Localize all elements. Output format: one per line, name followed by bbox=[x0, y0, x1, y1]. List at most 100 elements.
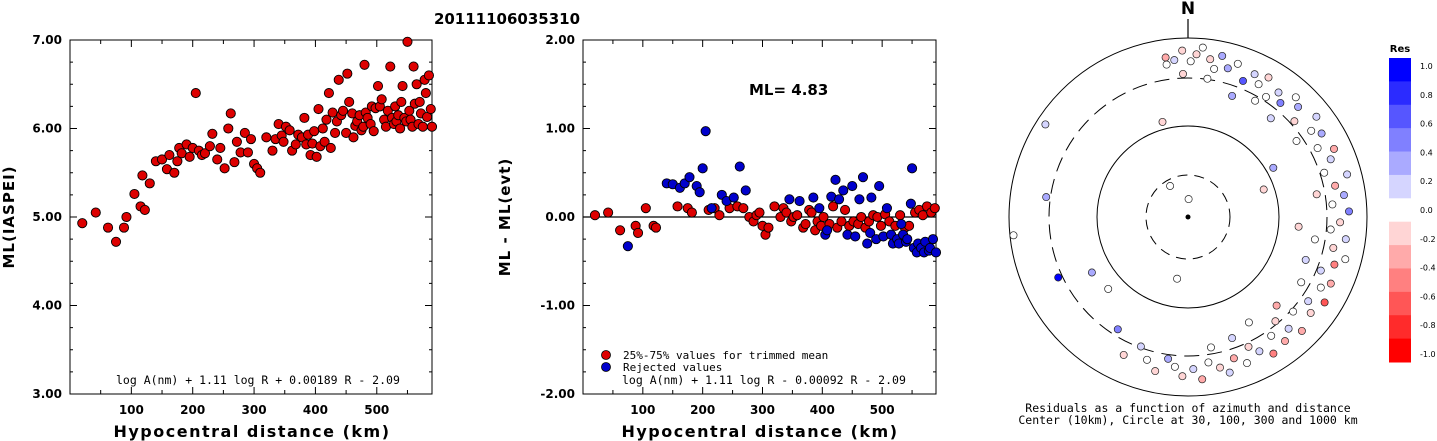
station-point bbox=[1164, 354, 1173, 363]
data-point bbox=[806, 207, 817, 218]
data-point bbox=[225, 108, 236, 119]
station-point bbox=[1173, 274, 1182, 283]
station-point bbox=[1341, 235, 1350, 244]
y-axis-label: ML(IASPEI) bbox=[0, 165, 18, 268]
data-point bbox=[862, 238, 873, 249]
data-point bbox=[792, 210, 803, 221]
data-point bbox=[348, 132, 359, 143]
data-point bbox=[396, 96, 407, 107]
data-point bbox=[822, 225, 833, 236]
station-point bbox=[1042, 193, 1051, 202]
data-point bbox=[856, 211, 867, 223]
station-point bbox=[1009, 231, 1018, 240]
colorbar-tick-label: -0.4 bbox=[1420, 264, 1436, 273]
data-point bbox=[267, 145, 278, 156]
residual-colorbar: Res 1.0 0.8 0.6 0.4 0.2 0.0 -0.2 -0.4 -0.6 -0.8 -1… bbox=[1389, 44, 1436, 363]
data-point bbox=[261, 132, 272, 143]
data-point bbox=[603, 207, 614, 218]
data-point bbox=[694, 187, 705, 198]
data-point bbox=[589, 210, 601, 221]
formula-label: log A(nm) + 1.11 log R - 0.00092 R - 2.0… bbox=[622, 373, 906, 387]
station-point bbox=[1136, 342, 1145, 351]
station-point bbox=[1223, 64, 1232, 73]
data-point bbox=[425, 103, 436, 115]
data-point bbox=[102, 222, 114, 233]
ml-annotation: ML= 4.83 bbox=[749, 81, 828, 99]
colorbar-block bbox=[1389, 291, 1411, 316]
data-point bbox=[137, 170, 148, 181]
station-point bbox=[1170, 362, 1179, 371]
x-tick-label: 400 bbox=[303, 403, 328, 417]
data-point bbox=[164, 149, 175, 161]
y-tick-label: 3.00 bbox=[32, 387, 62, 401]
data-point bbox=[763, 222, 774, 233]
colorbar-block bbox=[1389, 128, 1411, 153]
data-point bbox=[930, 247, 942, 258]
station-point bbox=[1316, 266, 1325, 275]
station-point bbox=[1306, 308, 1315, 317]
colorbar-block bbox=[1389, 81, 1411, 106]
data-point bbox=[341, 127, 352, 138]
station-point bbox=[1326, 225, 1335, 234]
station-point bbox=[1301, 255, 1310, 264]
x-tick-label: 500 bbox=[870, 403, 895, 417]
station-point bbox=[1264, 73, 1273, 82]
residual-vs-distance-panel: Hypocentral distance (km) ML - ML(evt) M… bbox=[496, 33, 942, 441]
data-point bbox=[426, 121, 438, 132]
data-point bbox=[769, 201, 780, 212]
data-point bbox=[907, 163, 918, 174]
data-point bbox=[697, 163, 708, 174]
data-point bbox=[411, 79, 422, 90]
data-point bbox=[212, 154, 223, 165]
station-point bbox=[1255, 347, 1264, 356]
data-point bbox=[927, 234, 939, 245]
station-point bbox=[1143, 355, 1151, 364]
station-point bbox=[1178, 372, 1187, 381]
north-label: N bbox=[1181, 0, 1195, 19]
x-tick-label: 100 bbox=[630, 403, 655, 417]
station-point bbox=[1189, 365, 1198, 374]
station-point bbox=[1184, 195, 1193, 204]
station-point bbox=[1251, 96, 1260, 105]
y-tick-label: 0.00 bbox=[545, 210, 575, 224]
y-tick-label: 2.00 bbox=[545, 33, 575, 47]
station-point bbox=[1170, 56, 1179, 65]
station-point bbox=[1239, 76, 1247, 85]
data-point bbox=[828, 201, 839, 212]
data-point bbox=[395, 123, 406, 134]
data-point bbox=[110, 236, 122, 247]
station-point bbox=[1228, 91, 1237, 100]
data-point bbox=[372, 80, 384, 92]
colorbar-tick-label: -0.2 bbox=[1420, 235, 1436, 244]
data-point bbox=[144, 178, 155, 189]
station-point bbox=[1331, 181, 1340, 190]
data-point bbox=[190, 88, 201, 99]
x-tick-label: 100 bbox=[119, 403, 144, 417]
data-point bbox=[359, 59, 370, 70]
data-point bbox=[847, 180, 858, 192]
data-point bbox=[857, 172, 869, 183]
data-point bbox=[229, 157, 240, 168]
data-point bbox=[784, 194, 795, 205]
legend-marker-rejected bbox=[601, 362, 611, 372]
station-point bbox=[1269, 349, 1278, 358]
data-point bbox=[172, 156, 183, 167]
data-point bbox=[323, 88, 334, 99]
station-point bbox=[1244, 318, 1253, 327]
data-point bbox=[728, 192, 739, 203]
azimuth-distance-panel: N Residuals as a function of azimuth and… bbox=[1008, 0, 1368, 427]
station-point bbox=[1207, 343, 1215, 352]
station-point bbox=[1290, 117, 1299, 126]
data-point bbox=[700, 126, 711, 137]
data-point bbox=[874, 180, 885, 192]
station-point bbox=[1186, 57, 1195, 66]
station-point bbox=[1151, 367, 1160, 376]
data-point bbox=[215, 142, 226, 154]
station-point bbox=[1289, 307, 1298, 316]
colorbar-tick-label: 1.0 bbox=[1420, 62, 1433, 71]
data-point bbox=[327, 107, 338, 118]
station-point bbox=[1320, 168, 1329, 177]
station-point bbox=[1274, 88, 1283, 97]
station-point bbox=[1243, 359, 1251, 368]
data-point bbox=[368, 126, 379, 137]
